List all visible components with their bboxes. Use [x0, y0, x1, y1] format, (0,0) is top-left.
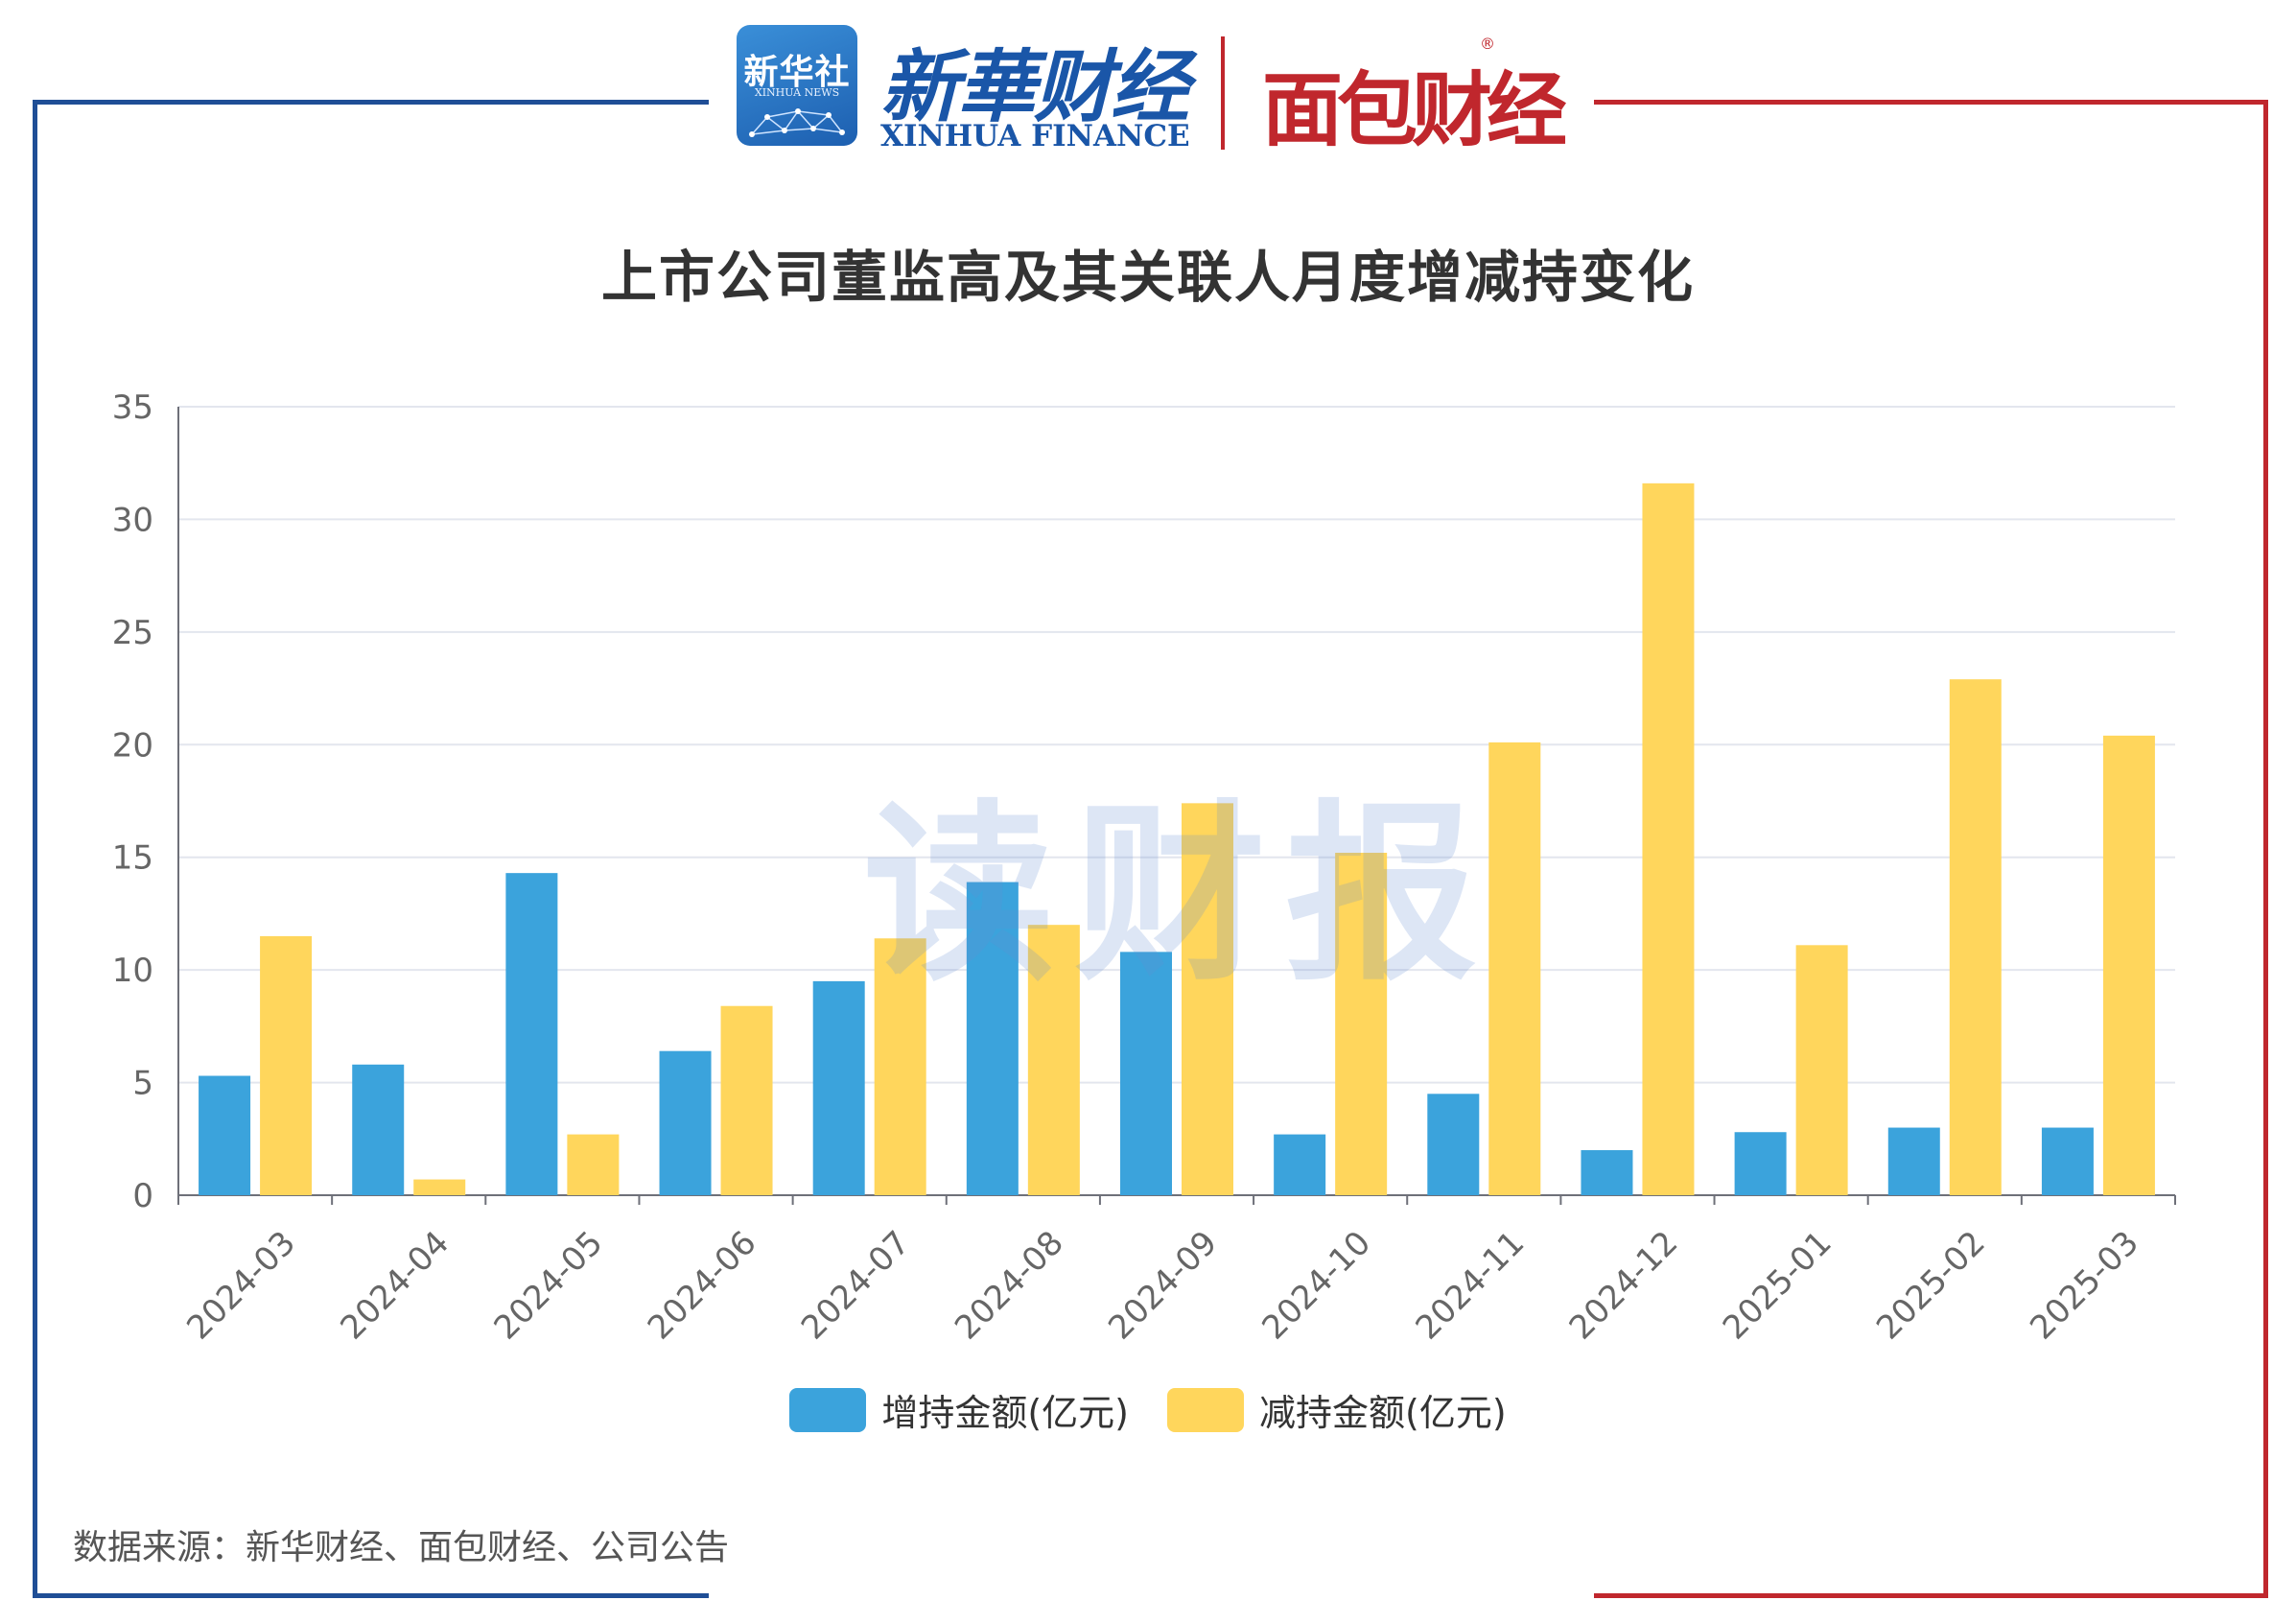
bar-decrease [260, 935, 313, 1195]
xinhua-finance-en-logo: XINHUA FINANCE [880, 119, 1190, 153]
network-icon [749, 108, 845, 137]
x-tick-label: 2025-03 [2023, 1224, 2146, 1348]
y-tick-label: 35 [112, 388, 153, 427]
bar-increase [2041, 1127, 2094, 1195]
y-tick-label: 0 [132, 1177, 153, 1215]
x-tick-label: 2024-04 [333, 1224, 457, 1348]
legend-label-increase: 增持金额(亿元) [881, 1392, 1129, 1434]
x-tick-label: 2024-07 [794, 1224, 918, 1348]
x-tick-label: 2024-12 [1562, 1224, 1686, 1348]
frame-right-border [1594, 100, 2268, 1598]
y-tick-label: 20 [112, 726, 153, 765]
bar-decrease [413, 1179, 466, 1195]
x-tick-label: 2024-06 [641, 1224, 764, 1348]
bar-decrease [1488, 741, 1541, 1195]
bar-increase [1120, 952, 1172, 1195]
y-tick-label: 15 [112, 839, 153, 878]
x-tick-label: 2025-02 [1869, 1224, 1993, 1348]
chart-title: 上市公司董监高及其关联人月度增减持变化 [600, 245, 1695, 310]
x-tick-label: 2024-10 [1254, 1224, 1378, 1348]
xinhua-badge-subtext: XINHUA NEWS [754, 86, 840, 99]
bar-increase [199, 1075, 251, 1195]
bar-decrease [874, 938, 926, 1195]
bar-decrease [720, 1005, 773, 1195]
legend-swatch-increase [789, 1387, 867, 1432]
data-source-note: 数据来源：新华财经、面包财经、公司公告 [73, 1528, 730, 1567]
bar-decrease [1335, 853, 1388, 1195]
bar-increase [1887, 1127, 1940, 1195]
header-logos: 新华社 XINHUA NEWS 新華财经 XINHUA FINANCE 面包财经… [737, 17, 1581, 161]
legend-item-increase[interactable]: 增持金额(亿元) [789, 1383, 1129, 1436]
x-tick-label: 2024-08 [948, 1224, 1071, 1348]
y-tick-label: 25 [112, 614, 153, 652]
bar-increase [1734, 1132, 1787, 1195]
bar-decrease [1027, 925, 1080, 1195]
frame-left-border [33, 100, 709, 1598]
bar-decrease [2102, 735, 2155, 1195]
bar-increase [966, 882, 1019, 1195]
xinhua-finance-cn-logo: 新華财经 [880, 41, 1189, 133]
bar-increase [1581, 1150, 1633, 1195]
registered-mark: ® [1480, 35, 1495, 53]
x-tick-label: 2024-11 [1409, 1224, 1533, 1348]
bar-increase [1274, 1134, 1326, 1195]
y-tick-label: 30 [112, 501, 153, 539]
x-tick-label: 2024-05 [487, 1224, 611, 1348]
xinhua-news-logo: 新华社 XINHUA NEWS [737, 25, 857, 146]
bar-decrease [567, 1134, 620, 1195]
y-tick-label: 5 [132, 1065, 153, 1103]
bar-increase [505, 873, 558, 1195]
chart-legend: 增持金额(亿元) 减持金额(亿元) [0, 1383, 2296, 1436]
bar-decrease [1949, 679, 2002, 1195]
bar-decrease [1795, 945, 1848, 1195]
bar-increase [659, 1050, 712, 1195]
mianbao-finance-logo: 面包财经 [1262, 63, 1567, 157]
legend-label-decrease: 减持金额(亿元) [1259, 1392, 1507, 1434]
bar-increase [352, 1064, 405, 1195]
legend-swatch-decrease [1167, 1387, 1244, 1432]
bar-increase [1427, 1094, 1480, 1195]
bar-decrease [1642, 482, 1695, 1195]
x-tick-label: 2024-03 [179, 1224, 303, 1348]
xinhua-badge-text: 新华社 [743, 53, 851, 92]
bar-increase [812, 980, 865, 1195]
legend-item-decrease[interactable]: 减持金额(亿元) [1167, 1383, 1507, 1436]
x-tick-label: 2025-01 [1716, 1224, 1839, 1348]
logo-divider [1221, 36, 1225, 150]
x-tick-label: 2024-09 [1101, 1224, 1225, 1348]
y-tick-label: 10 [112, 952, 153, 990]
bar-decrease [1182, 803, 1233, 1195]
